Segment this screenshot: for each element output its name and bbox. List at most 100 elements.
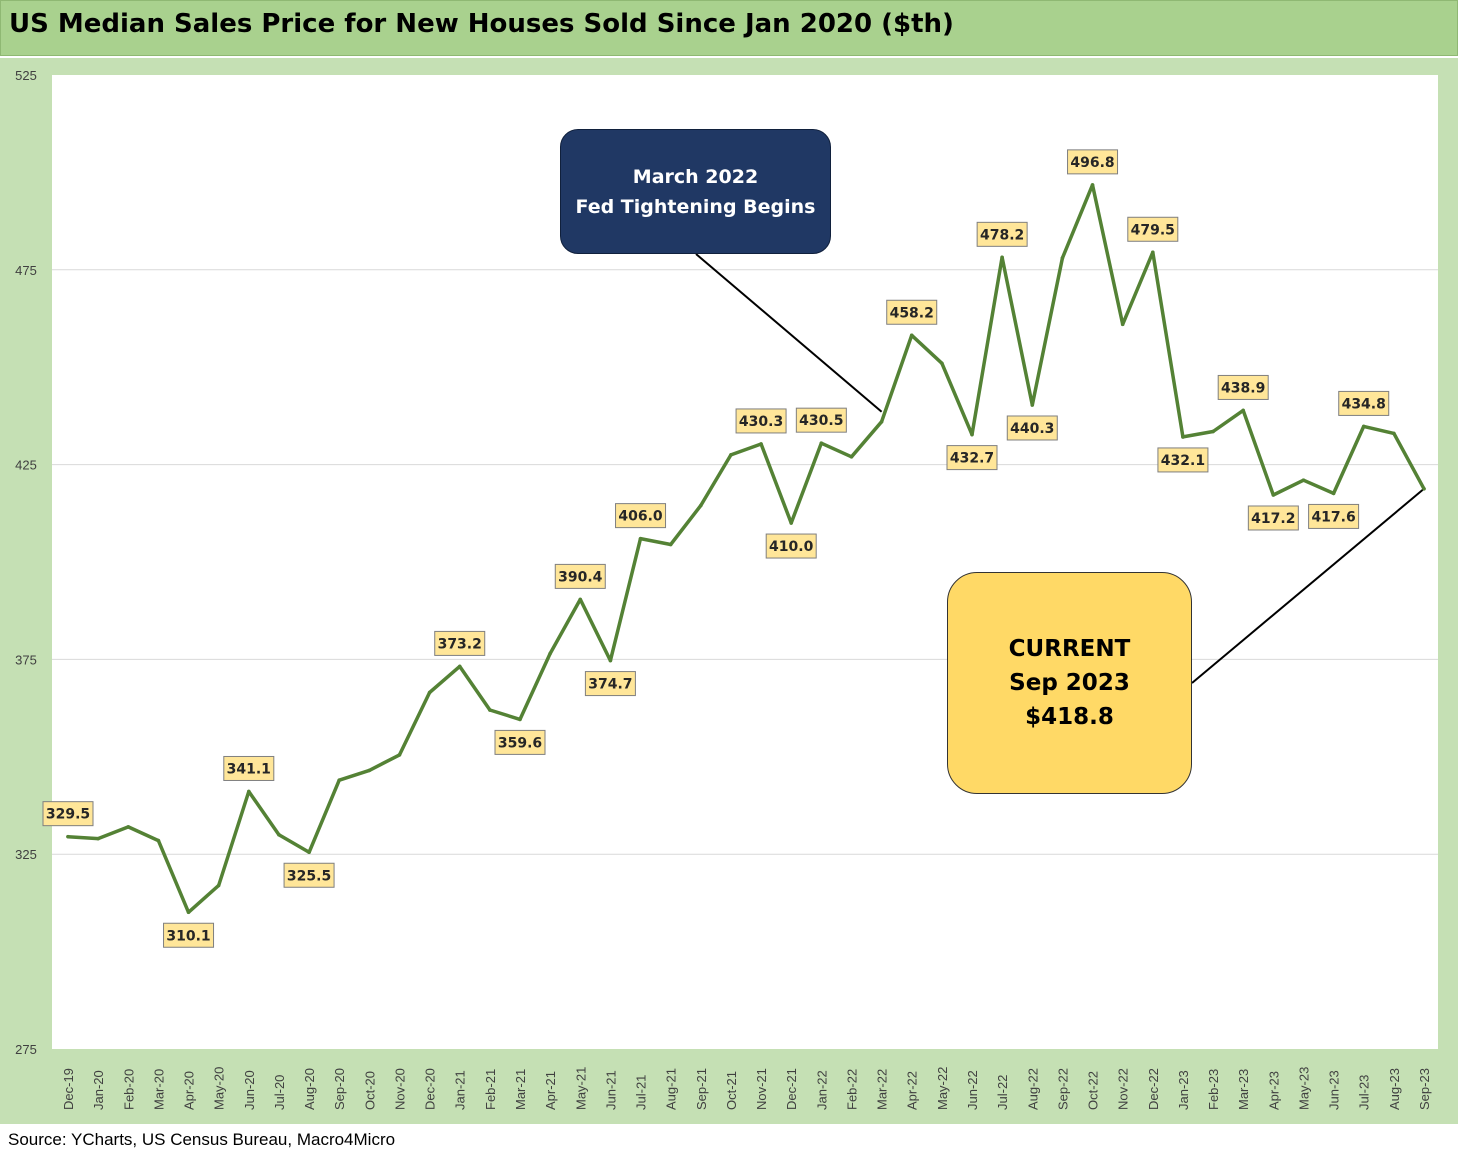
x-tick-label: Jan-21 [453, 1070, 468, 1110]
data-label: 417.6 [1308, 503, 1360, 529]
data-point [367, 768, 372, 773]
x-tick-label: Nov-21 [754, 1068, 769, 1110]
x-tick-label: Nov-22 [1116, 1068, 1131, 1110]
current-annotation-line3: $418.8 [1025, 704, 1114, 730]
svg-text:496.8: 496.8 [1070, 155, 1114, 171]
x-tick-label: Aug-22 [1025, 1068, 1040, 1110]
data-point [548, 651, 552, 656]
y-tick-label: 475 [15, 263, 37, 278]
series-line [66, 183, 1426, 915]
x-tick-label: Apr-21 [543, 1071, 558, 1110]
svg-text:458.2: 458.2 [890, 305, 934, 321]
data-point [970, 432, 974, 437]
data-label: 374.7 [584, 671, 636, 697]
x-tick-label: Apr-23 [1266, 1071, 1281, 1110]
x-tick-label: Apr-20 [182, 1071, 197, 1110]
x-tick-label: Jun-22 [965, 1070, 980, 1110]
x-tick-label: Mar-22 [875, 1069, 890, 1110]
x-tick-label: Aug-21 [664, 1068, 679, 1110]
svg-text:430.3: 430.3 [739, 414, 783, 430]
data-point [789, 521, 793, 525]
data-point [1060, 256, 1065, 260]
data-label: 406.0 [615, 503, 667, 529]
x-tick-label: Jun-23 [1327, 1070, 1342, 1110]
y-tick-label: 275 [15, 1042, 37, 1057]
svg-text:434.8: 434.8 [1342, 396, 1386, 412]
data-point [668, 542, 673, 547]
x-tick-label: Jul-22 [995, 1075, 1010, 1110]
y-tick-label: 325 [15, 847, 37, 862]
x-tick-label: Dec-22 [1146, 1068, 1161, 1110]
x-tick-label: Oct-20 [362, 1071, 377, 1110]
x-tick-label: Dec-19 [61, 1068, 76, 1110]
data-point [729, 453, 733, 457]
y-tick-label: 375 [15, 652, 37, 667]
x-tick-label: Jun-20 [242, 1070, 257, 1110]
x-tick-label: Jan-20 [91, 1070, 106, 1110]
data-point [1361, 424, 1366, 429]
svg-text:406.0: 406.0 [618, 509, 663, 525]
data-label: 438.9 [1217, 374, 1269, 400]
data-point [1331, 491, 1336, 496]
data-label: 390.4 [554, 563, 606, 589]
data-point [1151, 250, 1155, 255]
data-point [1120, 322, 1125, 327]
x-tick-label: Sep-22 [1055, 1068, 1070, 1110]
data-point [879, 419, 884, 424]
data-point [126, 825, 131, 829]
data-label: 432.7 [946, 445, 998, 471]
chart-title: US Median Sales Price for New Houses Sol… [9, 9, 954, 39]
current-leader-line [1191, 487, 1425, 684]
data-point [578, 597, 583, 602]
x-tick-label: May-23 [1296, 1067, 1311, 1110]
data-point [66, 834, 70, 839]
data-point [156, 838, 161, 843]
svg-text:430.5: 430.5 [799, 413, 843, 429]
data-point [1271, 493, 1276, 497]
data-point [1211, 429, 1215, 434]
x-tick-label: Apr-22 [905, 1071, 920, 1110]
title-bar: US Median Sales Price for New Houses Sol… [0, 0, 1458, 56]
data-label: 430.3 [735, 408, 787, 434]
data-point [1090, 183, 1095, 187]
data-point [337, 778, 342, 782]
data-point [759, 442, 763, 446]
x-tick-label: Mar-21 [513, 1069, 528, 1110]
svg-text:440.3: 440.3 [1010, 421, 1054, 437]
data-point [96, 836, 100, 841]
y-tick-label: 525 [15, 68, 37, 83]
x-tick-label: Jul-21 [634, 1075, 649, 1110]
annotation-leader-lines [695, 253, 1425, 684]
svg-text:478.2: 478.2 [980, 227, 1024, 243]
data-label: 373.2 [434, 630, 486, 656]
data-label: 478.2 [976, 221, 1028, 247]
svg-text:359.6: 359.6 [498, 735, 542, 751]
data-point [247, 789, 251, 794]
x-tick-label: Feb-23 [1206, 1069, 1221, 1110]
x-tick-label: Jan-23 [1176, 1070, 1191, 1110]
data-label: 458.2 [886, 299, 938, 325]
data-point [1392, 431, 1396, 436]
svg-text:479.5: 479.5 [1131, 222, 1175, 238]
data-point [1030, 403, 1035, 407]
svg-text:417.2: 417.2 [1251, 511, 1295, 527]
data-point [1301, 478, 1306, 482]
data-point [186, 910, 191, 915]
x-tick-label: Jan-22 [814, 1070, 829, 1110]
svg-text:325.5: 325.5 [287, 868, 331, 884]
data-point [277, 832, 281, 837]
data-label: 359.6 [494, 729, 546, 755]
svg-text:432.7: 432.7 [950, 451, 994, 467]
data-label: 410.0 [765, 533, 817, 559]
data-point [427, 690, 432, 695]
x-tick-label: Dec-20 [423, 1068, 438, 1110]
x-tick-label: May-21 [573, 1067, 588, 1110]
data-point [307, 850, 311, 855]
x-tick-label: Jul-23 [1357, 1075, 1372, 1110]
data-point [397, 753, 402, 757]
svg-text:410.0: 410.0 [769, 539, 814, 555]
x-tick-label: May-22 [935, 1067, 950, 1110]
x-tick-label: Sep-20 [332, 1068, 347, 1110]
svg-text:432.1: 432.1 [1161, 453, 1205, 469]
current-annotation-line2: Sep 2023 [1009, 670, 1130, 696]
